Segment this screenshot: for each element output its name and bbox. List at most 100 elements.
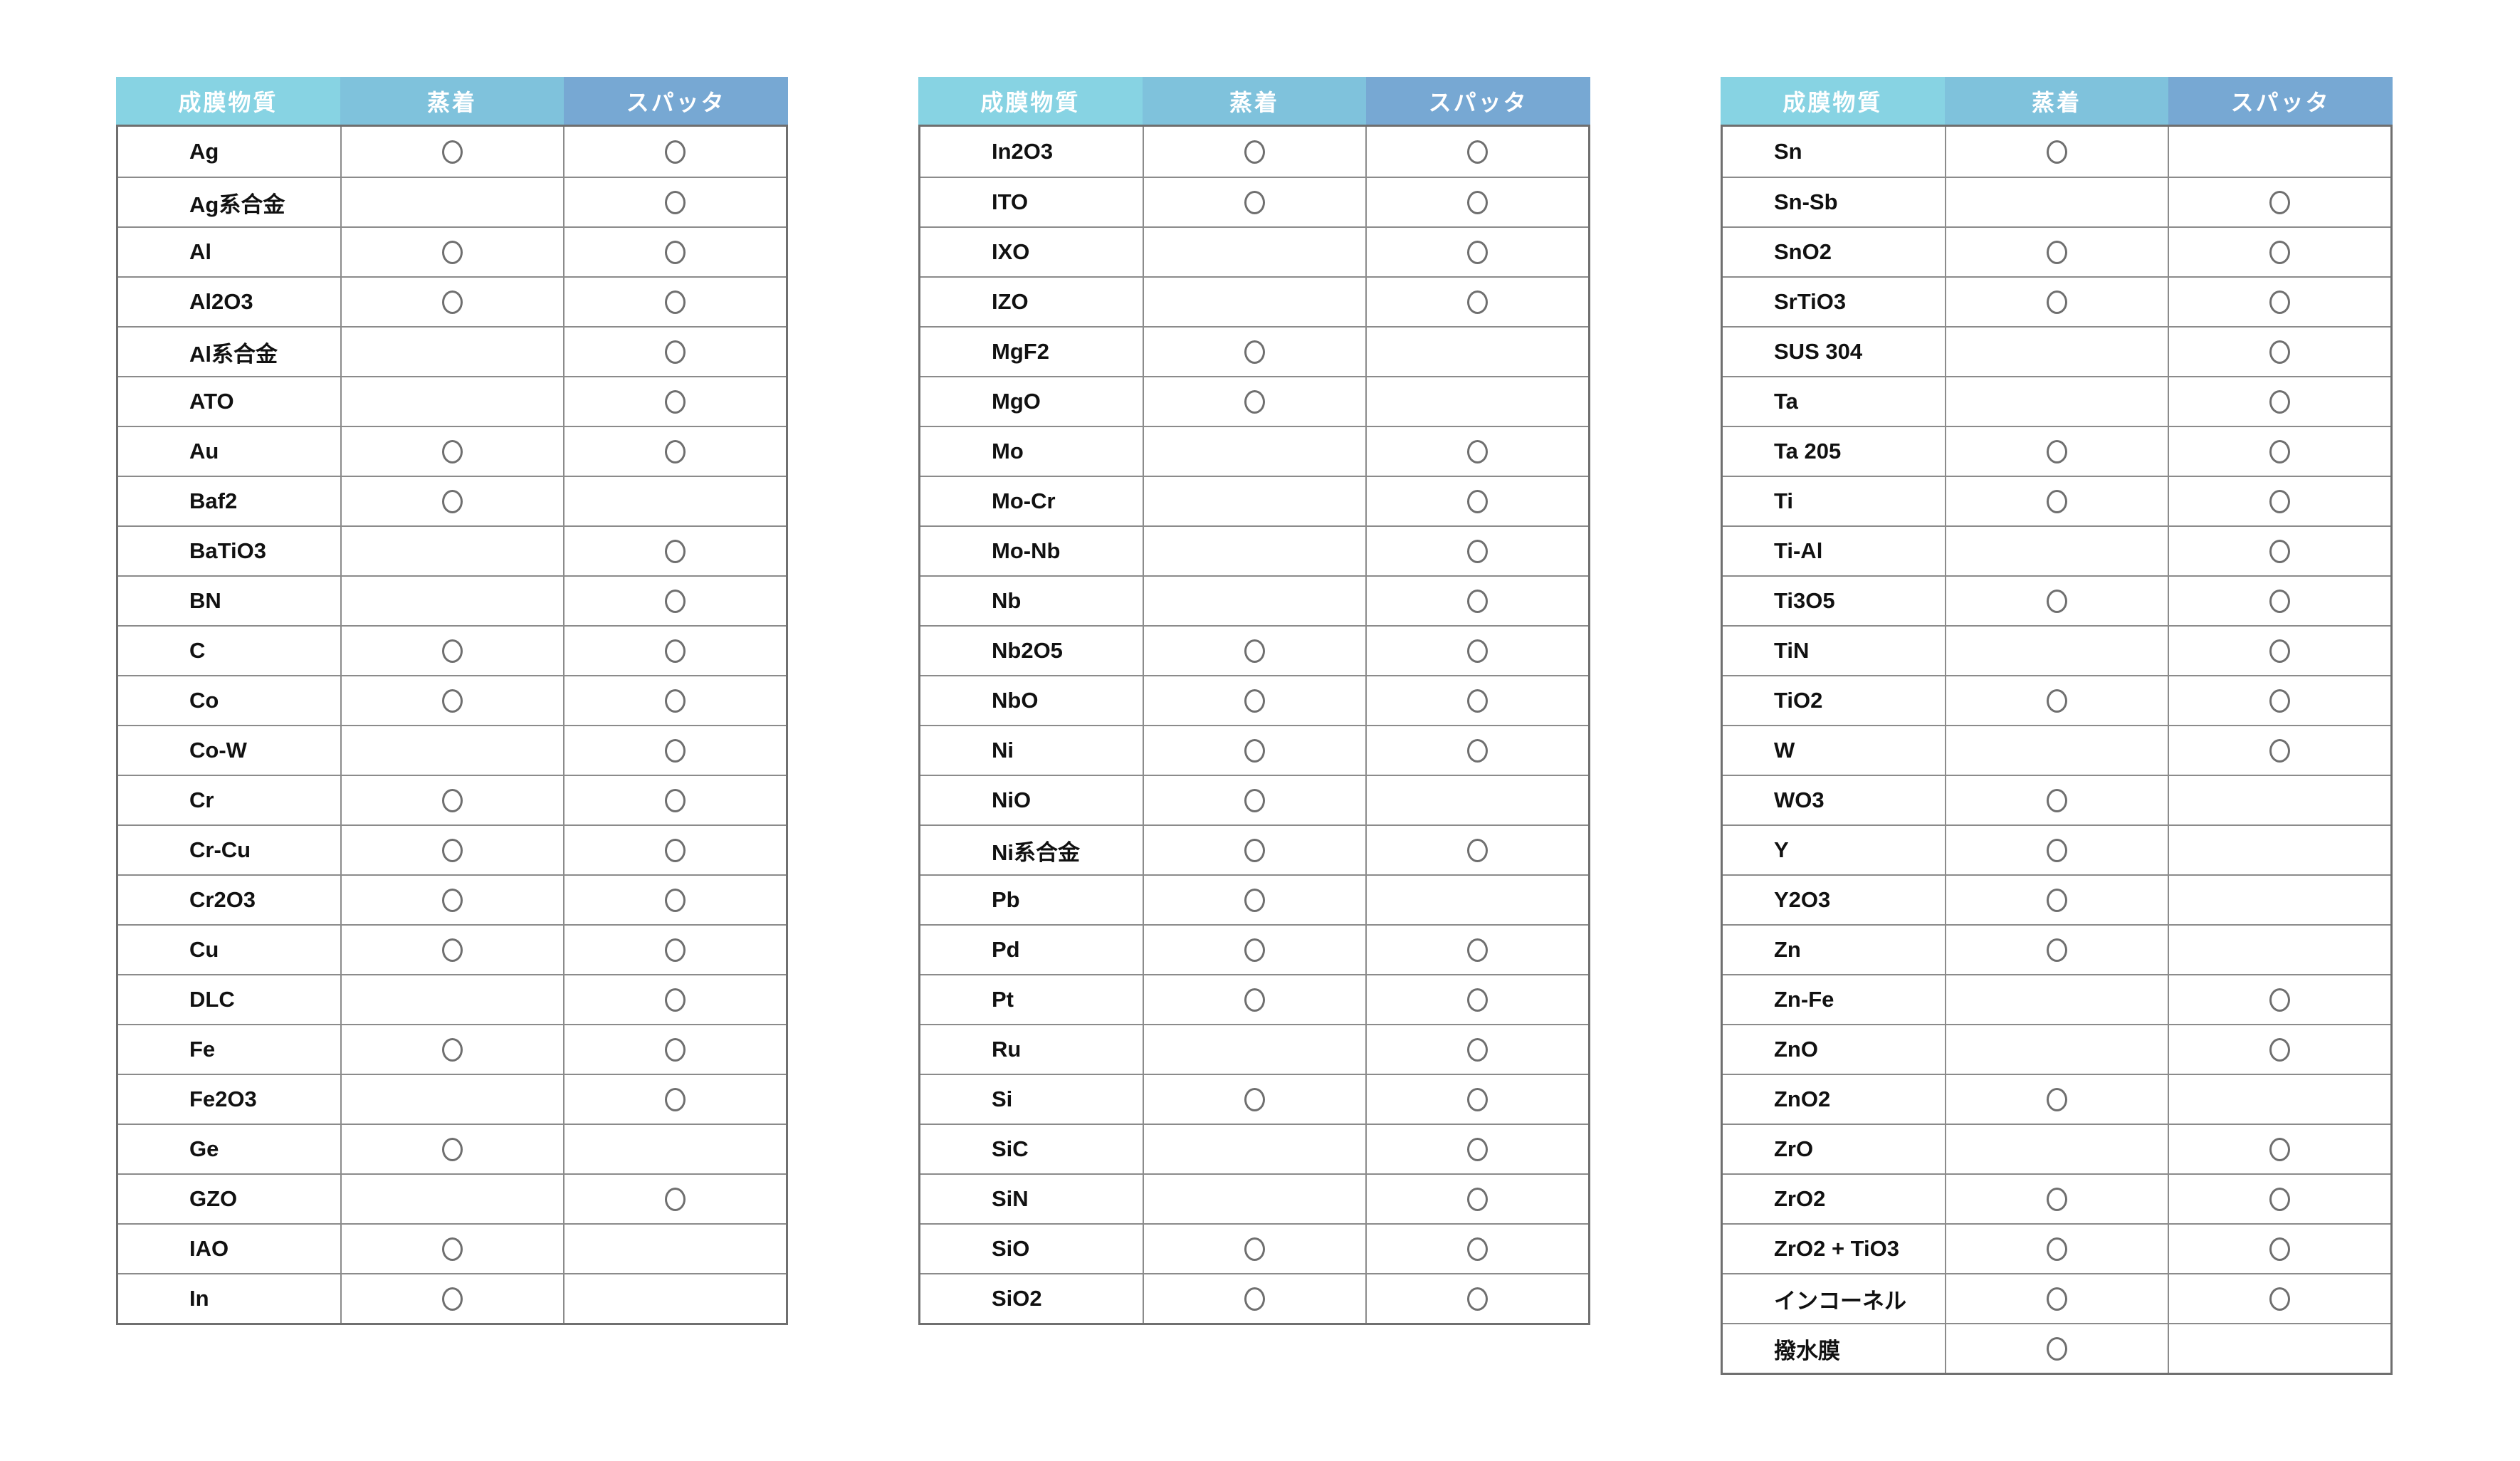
circle-mark — [2269, 340, 2290, 364]
circle-mark — [442, 838, 463, 862]
circle-mark — [442, 938, 463, 962]
sputtering-mark-cell — [565, 1025, 786, 1074]
material-name: Mo-Cr — [920, 477, 1144, 525]
sputtering-mark-cell — [1367, 1175, 1588, 1223]
table-row: Y2O3 — [1723, 874, 2390, 924]
materials-table-1: 成膜物質 蒸着 スパッタ Ag Ag系合金 Al Al2O3 Al系合金 ATO Au Baf… — [116, 77, 789, 1375]
header-material: 成膜物質 — [116, 77, 340, 125]
material-name: Al2O3 — [118, 278, 342, 326]
evaporation-mark-cell — [342, 776, 565, 824]
sputtering-mark-cell — [2169, 826, 2390, 874]
material-name: Ti — [1723, 477, 1946, 525]
table-row: Pb — [920, 874, 1588, 924]
evaporation-mark-cell — [342, 127, 565, 177]
material-name: TiN — [1723, 627, 1946, 675]
header-material: 成膜物質 — [1721, 77, 1945, 125]
evaporation-mark-cell — [1946, 1274, 2169, 1323]
evaporation-mark-cell — [1144, 676, 1367, 725]
table-row: W — [1723, 725, 2390, 775]
table-row: C — [118, 625, 786, 675]
circle-mark — [1467, 1237, 1488, 1261]
material-name: ZrO2 + TiO3 — [1723, 1225, 1946, 1273]
sputtering-mark-cell — [565, 975, 786, 1024]
circle-mark — [2269, 1187, 2290, 1211]
sputtering-mark-cell — [2169, 1025, 2390, 1074]
sputtering-mark-cell — [1367, 178, 1588, 226]
evaporation-mark-cell — [1946, 527, 2169, 575]
table-row: インコーネル — [1723, 1273, 2390, 1323]
circle-mark — [2047, 290, 2067, 314]
header-material: 成膜物質 — [918, 77, 1143, 125]
table-row: Baf2 — [118, 476, 786, 525]
evaporation-mark-cell — [1946, 1125, 2169, 1173]
sputtering-mark-cell — [2169, 178, 2390, 226]
sputtering-mark-cell — [565, 776, 786, 824]
circle-mark — [2269, 1137, 2290, 1161]
sputtering-mark-cell — [1367, 627, 1588, 675]
material-name: Nb2O5 — [920, 627, 1144, 675]
material-name: Al系合金 — [118, 328, 342, 376]
table-row: Fe2O3 — [118, 1074, 786, 1124]
table-row: SiO2 — [920, 1273, 1588, 1323]
circle-mark — [2047, 1187, 2067, 1211]
table-row: SnO2 — [1723, 226, 2390, 276]
table-body: Ag Ag系合金 Al Al2O3 Al系合金 ATO Au Baf2 BaTiO3 BN C Co C… — [116, 125, 788, 1325]
circle-mark — [665, 938, 686, 962]
evaporation-mark-cell — [1144, 876, 1367, 924]
table-row: Sn-Sb — [1723, 177, 2390, 226]
evaporation-mark-cell — [1144, 1025, 1367, 1074]
table-row: Mo-Nb — [920, 525, 1588, 575]
table-row: Pt — [920, 974, 1588, 1024]
circle-mark — [2269, 439, 2290, 464]
evaporation-mark-cell — [1144, 228, 1367, 276]
circle-mark — [1244, 140, 1265, 164]
material-name: Si — [920, 1075, 1144, 1124]
header-evaporation: 蒸着 — [1944, 77, 2169, 125]
evaporation-mark-cell — [1946, 1225, 2169, 1273]
evaporation-mark-cell — [1144, 278, 1367, 326]
table-row: Al — [118, 226, 786, 276]
circle-mark — [665, 439, 686, 464]
material-name: IZO — [920, 278, 1144, 326]
evaporation-mark-cell — [1946, 676, 2169, 725]
sputtering-mark-cell — [1367, 1125, 1588, 1173]
circle-mark — [665, 240, 686, 264]
table-row: SiO — [920, 1223, 1588, 1273]
sputtering-mark-cell — [1367, 826, 1588, 874]
circle-mark — [442, 240, 463, 264]
sputtering-mark-cell — [565, 178, 786, 226]
circle-mark — [2047, 1087, 2067, 1111]
header-evaporation: 蒸着 — [1142, 77, 1367, 125]
table-row: Nb2O5 — [920, 625, 1588, 675]
evaporation-mark-cell — [1144, 328, 1367, 376]
circle-mark — [1467, 1087, 1488, 1111]
circle-mark — [665, 190, 686, 214]
circle-mark — [2047, 1336, 2067, 1361]
table-row: DLC — [118, 974, 786, 1024]
circle-mark — [1244, 1237, 1265, 1261]
material-name: Pd — [920, 926, 1144, 974]
sputtering-mark-cell — [1367, 577, 1588, 625]
table-row: SUS 304 — [1723, 326, 2390, 376]
materials-table-2: 成膜物質 蒸着 スパッタ In2O3 ITO IXO IZO MgF2 MgO Mo Mo-C… — [918, 77, 1591, 1375]
sputtering-mark-cell — [565, 627, 786, 675]
circle-mark — [665, 1087, 686, 1111]
circle-mark — [442, 1237, 463, 1261]
table-row: Ag — [118, 127, 786, 177]
sputtering-mark-cell — [1367, 377, 1588, 426]
table-row: Ti-Al — [1723, 525, 2390, 575]
evaporation-mark-cell — [1144, 127, 1367, 177]
table-row: In2O3 — [920, 127, 1588, 177]
material-name: 撥水膜 — [1723, 1324, 1946, 1373]
table-row: NiO — [920, 775, 1588, 824]
circle-mark — [1244, 340, 1265, 364]
table-header: 成膜物質 蒸着 スパッタ — [918, 77, 1591, 125]
evaporation-mark-cell — [1144, 826, 1367, 874]
evaporation-mark-cell — [1946, 1025, 2169, 1074]
sputtering-mark-cell — [2169, 1125, 2390, 1173]
material-name: NbO — [920, 676, 1144, 725]
evaporation-mark-cell — [1144, 1125, 1367, 1173]
material-name: SiO2 — [920, 1274, 1144, 1323]
material-name: Ge — [118, 1125, 342, 1173]
material-name: MgF2 — [920, 328, 1144, 376]
